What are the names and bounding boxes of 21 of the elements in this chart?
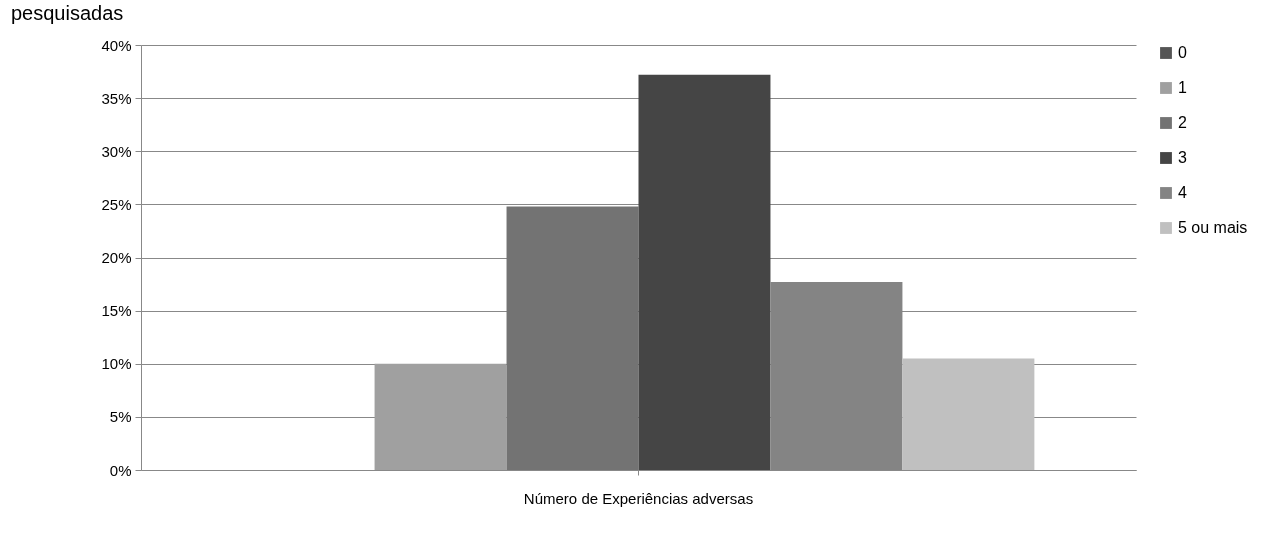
y-tick-label: 0%	[109, 461, 132, 479]
legend-label: 2	[1178, 114, 1187, 131]
y-tick-label: 5%	[109, 408, 132, 426]
y-tick-label: 40%	[101, 36, 132, 54]
y-tick-label: 20%	[101, 249, 132, 266]
bar	[902, 358, 1035, 470]
y-tick-label: 10%	[101, 355, 132, 373]
chart-title: pesquisadas	[10, 2, 124, 24]
y-tick-label: 15%	[101, 302, 132, 320]
legend-label: 5 ou mais	[1178, 219, 1248, 236]
bar	[638, 74, 771, 470]
y-tick-label: 35%	[101, 89, 132, 107]
y-tick-label: 25%	[101, 195, 132, 213]
legend-label: 4	[1178, 184, 1187, 201]
legend-label: 3	[1178, 149, 1187, 166]
bar	[506, 206, 639, 470]
x-tick-label: Número de Experiências adversas	[523, 489, 754, 507]
bar	[374, 363, 507, 470]
legend-label: 1	[1178, 79, 1187, 96]
legend-label: 0	[1178, 44, 1187, 61]
y-tick-label: 30%	[101, 142, 132, 160]
